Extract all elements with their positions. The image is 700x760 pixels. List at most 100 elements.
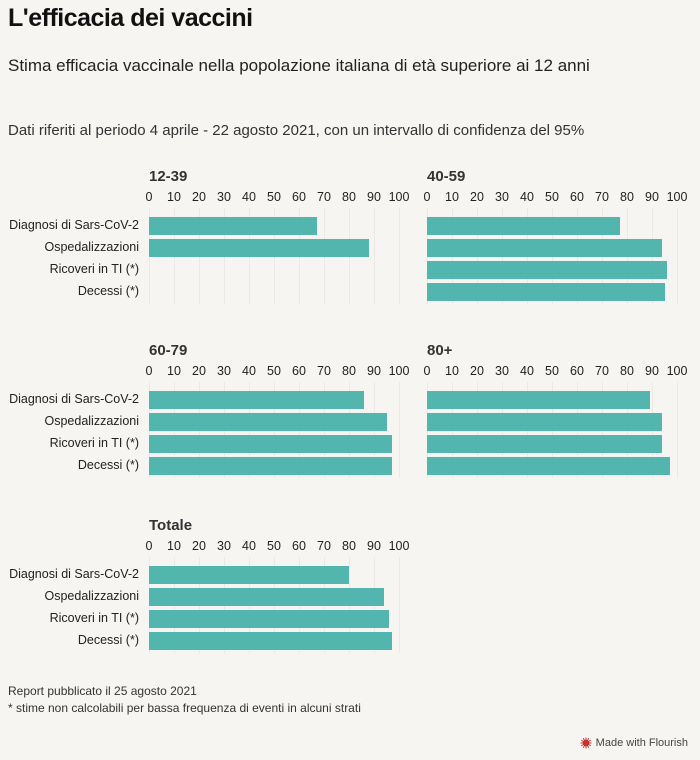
chart-subtitle: Stima efficacia vaccinale nella popolazi… — [8, 56, 590, 75]
x-tick-label: 70 — [317, 364, 331, 378]
x-tick-label: 10 — [167, 364, 181, 378]
x-tick-label: 50 — [545, 190, 559, 204]
category-label: Ospedalizzazioni — [44, 589, 140, 603]
bar[interactable] — [427, 261, 667, 279]
bar[interactable] — [427, 413, 662, 431]
chart-title: L'efficacia dei vaccini — [8, 4, 253, 32]
x-tick-label: 10 — [167, 539, 181, 553]
x-tick-label: 90 — [367, 364, 381, 378]
x-tick-label: 80 — [342, 539, 356, 553]
category-label: Decessi (*) — [77, 633, 139, 647]
x-tick-label: 70 — [317, 190, 331, 204]
gridline — [677, 208, 678, 304]
x-tick-label: 20 — [192, 539, 206, 553]
x-tick-label: 100 — [666, 364, 688, 378]
x-tick-label: 30 — [217, 190, 231, 204]
category-label: Decessi (*) — [77, 458, 139, 472]
gridline — [677, 382, 678, 478]
bar[interactable] — [149, 413, 387, 431]
bar[interactable] — [149, 610, 389, 628]
bar[interactable] — [427, 283, 665, 301]
x-tick-label: 100 — [388, 364, 410, 378]
made-with-flourish-label: Made with Flourish — [595, 737, 688, 749]
x-tick-label: 90 — [645, 364, 659, 378]
x-tick-label: 30 — [495, 190, 509, 204]
bar[interactable] — [427, 391, 650, 409]
x-tick-label: 20 — [192, 190, 206, 204]
x-tick-label: 50 — [267, 539, 281, 553]
x-tick-label: 60 — [570, 190, 584, 204]
bar[interactable] — [427, 457, 670, 475]
x-tick-label: 80 — [620, 364, 634, 378]
bar[interactable] — [427, 435, 662, 453]
panel-12-39: 12-39 0 10 20 30 40 50 60 70 80 90 100 Diagnosi di S… — [0, 168, 700, 318]
x-tick-label: 40 — [520, 364, 534, 378]
x-tick-label: 90 — [367, 190, 381, 204]
x-tick-label: 70 — [595, 190, 609, 204]
category-label: Diagnosi di Sars-CoV-2 — [9, 392, 139, 406]
x-tick-label: 0 — [145, 364, 153, 378]
x-tick-label: 40 — [242, 190, 256, 204]
bar[interactable] — [149, 588, 384, 606]
x-tick-label: 80 — [620, 190, 634, 204]
category-label: Ricoveri in TI (*) — [49, 262, 139, 276]
gridline — [374, 208, 375, 304]
panel-title: Totale — [149, 517, 193, 534]
x-tick-label: 70 — [317, 539, 331, 553]
x-tick-label: 10 — [445, 190, 459, 204]
bar[interactable] — [149, 217, 317, 235]
x-tick-label: 100 — [666, 190, 688, 204]
x-tick-label: 10 — [167, 190, 181, 204]
category-label: Diagnosi di Sars-CoV-2 — [9, 218, 139, 232]
bar[interactable] — [149, 632, 392, 650]
panel-60-79: 60-79 0 10 20 30 40 50 60 70 80 90 100 Diagnosi di S… — [0, 342, 700, 492]
flourish-logo-icon — [580, 737, 592, 749]
x-tick-label: 20 — [470, 364, 484, 378]
x-tick-label: 0 — [423, 364, 431, 378]
x-tick-label: 50 — [267, 190, 281, 204]
x-tick-label: 100 — [388, 539, 410, 553]
x-tick-label: 10 — [445, 364, 459, 378]
footer-report-date: Report pubblicato il 25 agosto 2021 — [8, 684, 197, 698]
x-tick-label: 60 — [570, 364, 584, 378]
bar[interactable] — [149, 435, 392, 453]
category-label: Decessi (*) — [77, 284, 139, 298]
gridline — [399, 557, 400, 653]
x-tick-label: 80 — [342, 364, 356, 378]
panel-title: 12-39 — [149, 168, 188, 185]
x-tick-label: 60 — [292, 539, 306, 553]
category-label: Diagnosi di Sars-CoV-2 — [9, 567, 139, 581]
panel-80-: 80+ 0 10 20 30 40 50 60 70 80 90 100 — [0, 342, 700, 492]
panel-40-59: 40-59 0 10 20 30 40 50 60 70 80 90 100 — [0, 168, 700, 318]
x-tick-label: 90 — [367, 539, 381, 553]
x-tick-label: 70 — [595, 364, 609, 378]
x-tick-label: 30 — [217, 539, 231, 553]
bar[interactable] — [149, 457, 392, 475]
chart-note: Dati riferiti al periodo 4 aprile - 22 a… — [8, 122, 585, 139]
bar[interactable] — [149, 566, 349, 584]
panel-title: 60-79 — [149, 342, 188, 359]
category-label: Ospedalizzazioni — [44, 240, 140, 254]
gridline — [399, 382, 400, 478]
x-tick-label: 40 — [520, 190, 534, 204]
x-tick-label: 30 — [495, 364, 509, 378]
bar[interactable] — [149, 391, 364, 409]
category-label: Ricoveri in TI (*) — [49, 611, 139, 625]
x-tick-label: 40 — [242, 539, 256, 553]
x-tick-label: 60 — [292, 190, 306, 204]
panel-title: 40-59 — [427, 168, 466, 185]
x-tick-label: 50 — [267, 364, 281, 378]
x-tick-label: 30 — [217, 364, 231, 378]
gridline — [399, 208, 400, 304]
bar[interactable] — [427, 239, 662, 257]
made-with-flourish-link[interactable]: Made with Flourish — [580, 737, 688, 749]
panel-totale: Totale 0 10 20 30 40 50 60 70 80 90 100 Diagnosi di … — [0, 517, 700, 667]
bar[interactable] — [149, 239, 369, 257]
x-tick-label: 0 — [423, 190, 431, 204]
x-tick-label: 20 — [470, 190, 484, 204]
x-tick-label: 20 — [192, 364, 206, 378]
bar[interactable] — [427, 217, 620, 235]
panel-title: 80+ — [427, 342, 453, 359]
x-tick-label: 80 — [342, 190, 356, 204]
x-tick-label: 40 — [242, 364, 256, 378]
